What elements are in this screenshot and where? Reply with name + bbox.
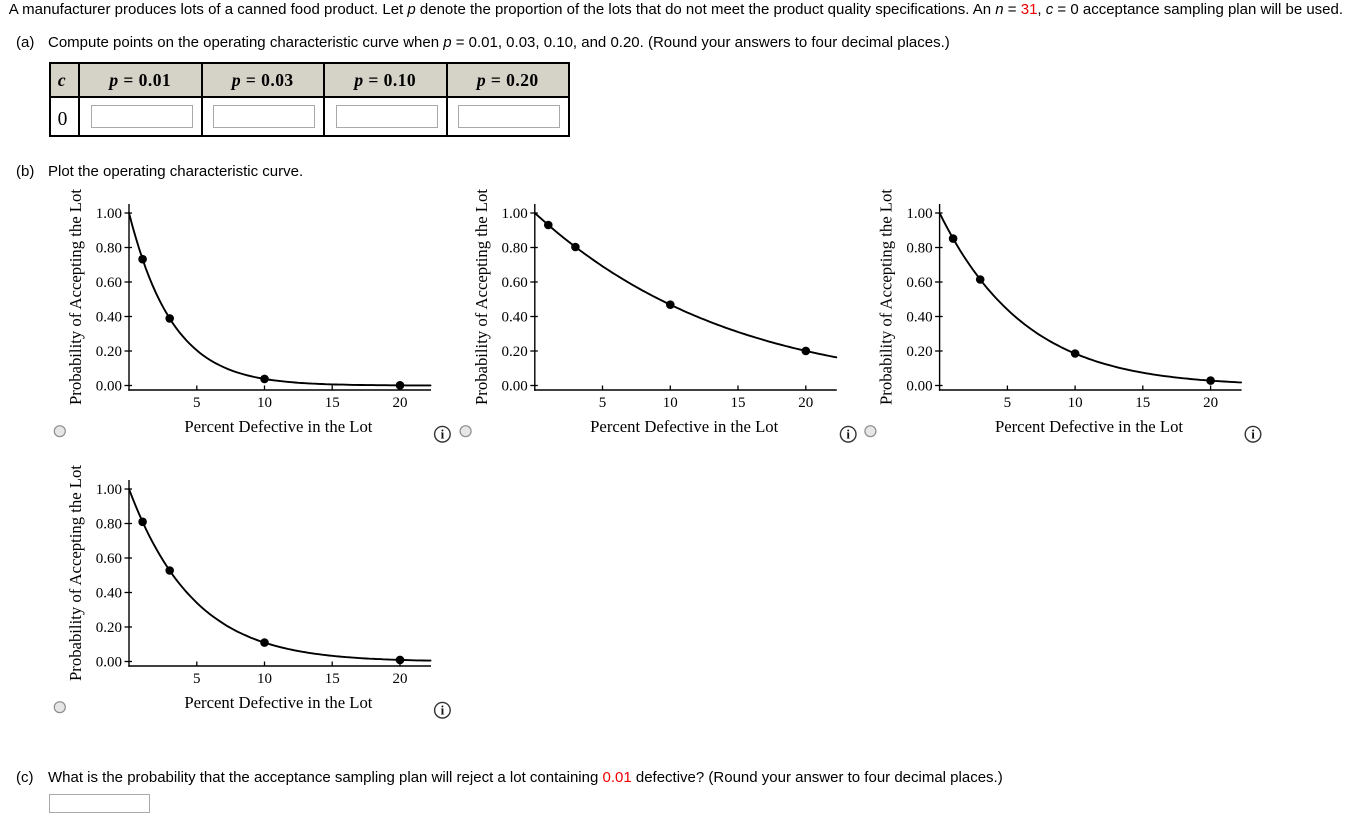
- svg-text:0.20: 0.20: [96, 620, 122, 636]
- svg-text:0.40: 0.40: [502, 310, 528, 326]
- svg-text:15: 15: [1135, 395, 1150, 411]
- svg-text:1.00: 1.00: [502, 206, 528, 222]
- svg-text:0.80: 0.80: [906, 241, 932, 257]
- svg-text:0.60: 0.60: [96, 551, 122, 567]
- svg-text:Percent Defective in the Lot: Percent Defective in the Lot: [995, 417, 1183, 436]
- svg-text:i: i: [1251, 426, 1255, 441]
- svg-text:0.60: 0.60: [906, 275, 932, 291]
- svg-text:0.00: 0.00: [906, 379, 932, 395]
- svg-text:5: 5: [193, 395, 201, 411]
- svg-text:Probability of Accepting the L: Probability of Accepting the Lot: [66, 465, 85, 681]
- svg-text:20: 20: [393, 395, 408, 411]
- svg-text:5: 5: [1004, 395, 1012, 411]
- svg-text:0.80: 0.80: [96, 517, 122, 533]
- svg-text:0.80: 0.80: [96, 241, 122, 257]
- svg-text:i: i: [846, 426, 850, 441]
- svg-text:Percent Defective in the Lot: Percent Defective in the Lot: [184, 417, 372, 436]
- svg-text:0.40: 0.40: [96, 586, 122, 602]
- svg-text:Percent Defective in the Lot: Percent Defective in the Lot: [590, 417, 778, 436]
- svg-text:20: 20: [798, 395, 813, 411]
- svg-text:0.00: 0.00: [502, 379, 528, 395]
- svg-text:0.20: 0.20: [502, 344, 528, 360]
- svg-text:Probability of Accepting the L: Probability of Accepting the Lot: [877, 189, 896, 405]
- svg-text:10: 10: [1068, 395, 1083, 411]
- svg-text:10: 10: [257, 671, 272, 687]
- svg-text:0.00: 0.00: [96, 379, 122, 395]
- svg-text:15: 15: [325, 395, 340, 411]
- svg-text:20: 20: [1203, 395, 1218, 411]
- svg-text:Percent Defective in the Lot: Percent Defective in the Lot: [184, 693, 372, 712]
- svg-text:0.20: 0.20: [96, 344, 122, 360]
- svg-text:i: i: [441, 702, 445, 717]
- svg-text:0.40: 0.40: [96, 310, 122, 326]
- svg-text:0.60: 0.60: [96, 275, 122, 291]
- svg-text:0.00: 0.00: [96, 655, 122, 671]
- svg-text:i: i: [441, 426, 445, 441]
- svg-text:Probability of Accepting the L: Probability of Accepting the Lot: [66, 189, 85, 405]
- svg-text:5: 5: [193, 671, 201, 687]
- svg-text:15: 15: [325, 671, 340, 687]
- svg-text:1.00: 1.00: [96, 482, 122, 498]
- svg-text:1.00: 1.00: [906, 206, 932, 222]
- svg-text:0.80: 0.80: [502, 241, 528, 257]
- svg-text:15: 15: [731, 395, 746, 411]
- svg-text:10: 10: [663, 395, 678, 411]
- svg-text:1.00: 1.00: [96, 206, 122, 222]
- svg-text:Probability of Accepting the L: Probability of Accepting the Lot: [472, 189, 491, 405]
- svg-text:0.60: 0.60: [502, 275, 528, 291]
- svg-text:0.20: 0.20: [906, 344, 932, 360]
- svg-text:5: 5: [599, 395, 607, 411]
- svg-text:10: 10: [257, 395, 272, 411]
- svg-text:20: 20: [393, 671, 408, 687]
- svg-text:0.40: 0.40: [906, 310, 932, 326]
